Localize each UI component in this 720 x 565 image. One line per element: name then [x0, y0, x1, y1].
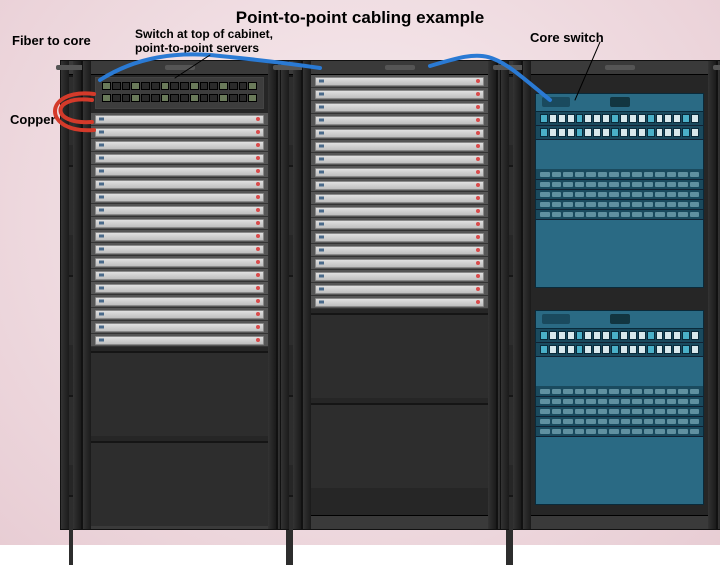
fiber-cable-seg2 — [430, 56, 550, 100]
copper-cable-1 — [61, 99, 93, 122]
label-line-core — [575, 42, 600, 100]
label-line-switch — [175, 55, 210, 78]
cable-overlay — [0, 0, 720, 545]
fiber-cable-seg1 — [100, 54, 320, 80]
